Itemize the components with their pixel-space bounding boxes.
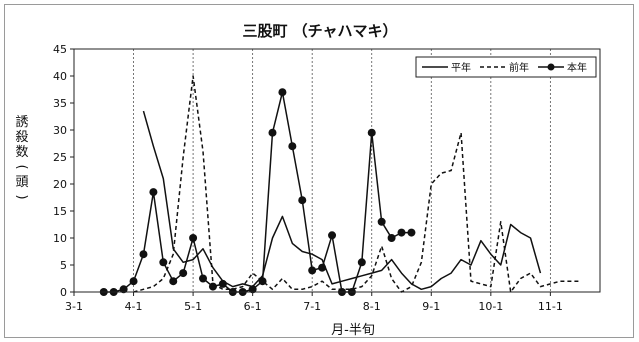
chart-title: 三股町 （チャハマキ） <box>242 22 397 40</box>
series-2-point-30 <box>397 228 406 237</box>
plot-border <box>73 48 601 293</box>
axes <box>73 48 601 293</box>
x-tick-label-5: 8-1 <box>363 300 381 313</box>
series-2-point-12 <box>218 279 227 288</box>
series-2-point-22 <box>318 263 327 272</box>
x-tick-label-0: 3-1 <box>65 300 83 313</box>
series-2-point-19 <box>288 142 297 151</box>
y-tick-label-5: 5 <box>60 259 67 272</box>
y-axis-ticks: 0 5 10 15 20 25 30 35 40 45 <box>53 43 74 299</box>
y-tick-label-15: 15 <box>53 205 67 218</box>
x-tick-label-3: 6-1 <box>244 300 262 313</box>
series-line-0 <box>142 110 542 291</box>
x-tick-label-6: 9-1 <box>422 300 440 313</box>
y-axis-label: 誘殺数 ( 頭) <box>14 115 29 200</box>
x-tick-label-7: 10-1 <box>478 300 503 313</box>
y-axis-label-char-0: 誘 <box>15 115 28 130</box>
x-axis-ticks: 3-1 4-1 5-1 6-1 7-1 8-1 9-1 10-1 11-1 <box>65 292 563 313</box>
series-2-point-17 <box>268 128 277 137</box>
x-axis-label: 月-半旬 <box>331 323 375 338</box>
series-2-point-29 <box>387 234 396 242</box>
legend-marker-2 <box>547 63 555 71</box>
y-tick-label-30: 30 <box>53 124 67 137</box>
series-2-point-10 <box>199 274 208 283</box>
series-2-point-15 <box>248 285 257 294</box>
y-axis-label-char-5: ) <box>14 194 29 199</box>
x-tick-label-8: 11-1 <box>538 300 563 313</box>
x-tick-label-2: 5-1 <box>184 300 202 313</box>
series-2-point-7 <box>169 277 178 286</box>
x-tick-label-4: 7-1 <box>303 300 321 313</box>
series-2-point-6 <box>159 258 168 267</box>
x-tick-label-1: 4-1 <box>125 300 143 313</box>
series-2-point-16 <box>258 277 267 286</box>
y-tick-label-40: 40 <box>53 70 67 83</box>
series-2-point-21 <box>308 266 317 275</box>
series-2-point-31 <box>407 228 416 237</box>
series-2-point-9 <box>189 234 198 242</box>
series-2-point-20 <box>298 196 307 205</box>
y-axis-label-char-1: 殺 <box>15 130 28 145</box>
y-tick-label-35: 35 <box>53 97 67 110</box>
y-tick-label-10: 10 <box>53 232 67 245</box>
y-tick-label-25: 25 <box>53 151 67 164</box>
series-line-1 <box>133 75 581 293</box>
series-2-point-26 <box>357 258 366 267</box>
series-2-point-27 <box>367 128 376 137</box>
legend: 平年 前年 本年 <box>415 56 597 78</box>
series-2-point-4 <box>139 250 148 259</box>
series-2-point-23 <box>328 231 337 240</box>
y-tick-label-45: 45 <box>53 43 67 56</box>
series-2-point-18 <box>278 88 287 97</box>
y-axis-label-char-4: 頭 <box>15 175 28 190</box>
legend-label-2: 本年 <box>567 61 587 74</box>
series-2-point-28 <box>377 217 386 226</box>
series-2-point-5 <box>149 188 158 197</box>
series-line-2 <box>103 91 412 293</box>
y-tick-label-20: 20 <box>53 178 67 191</box>
series-layer <box>99 75 581 296</box>
legend-label-0: 平年 <box>451 61 471 74</box>
series-2-point-3 <box>129 277 138 286</box>
legend-box <box>415 56 597 78</box>
legend-label-1: 前年 <box>509 61 529 74</box>
vertical-gridlines <box>133 49 551 292</box>
series-2-point-11 <box>208 282 217 291</box>
series-2-point-2 <box>119 285 128 294</box>
y-axis-label-char-3: ( <box>14 164 29 169</box>
y-axis-label-char-2: 数 <box>15 145 28 160</box>
y-tick-label-0: 0 <box>60 286 67 299</box>
series-2-point-8 <box>179 269 188 278</box>
